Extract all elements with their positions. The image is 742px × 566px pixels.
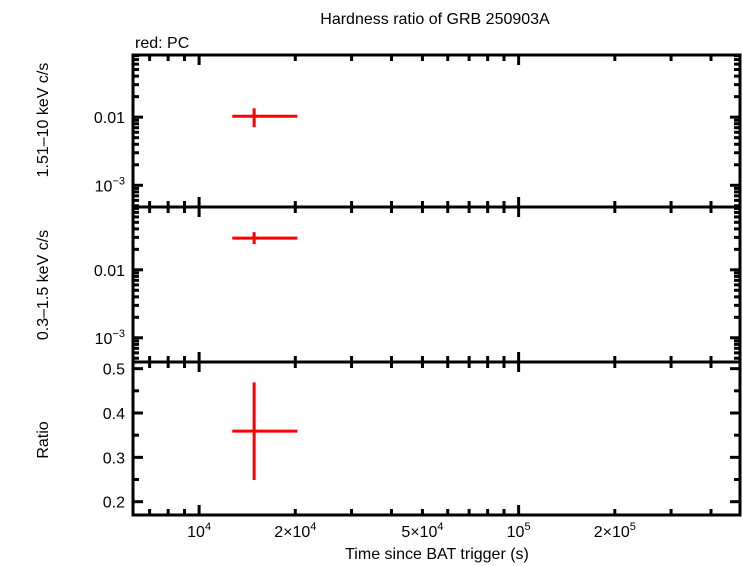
- chart-title: Hardness ratio of GRB 250903A: [320, 11, 550, 28]
- y-tick-label: 10−3: [95, 328, 125, 348]
- y-tick-label: 0.2: [103, 495, 125, 512]
- y-tick-label: 0.5: [103, 362, 125, 379]
- panel-frame-2: [131, 205, 742, 364]
- x-tick-label: 2×105: [594, 521, 636, 541]
- panel-frame-1: [131, 53, 742, 209]
- x-tick-label: 2×104: [274, 521, 316, 541]
- y-tick-label: 0.01: [94, 263, 125, 280]
- panel-frame-3: [131, 360, 742, 517]
- y-tick-label: 0.01: [94, 110, 125, 127]
- x-tick-label: 105: [507, 521, 531, 541]
- y-tick-label: 0.3: [103, 450, 125, 467]
- x-tick-label: 104: [187, 521, 211, 541]
- y-axis-label-2: 0.3–1.5 keV c/s: [35, 230, 52, 340]
- legend-note: red: PC: [135, 35, 189, 52]
- x-axis-label: Time since BAT trigger (s): [345, 546, 529, 563]
- y-tick-label: 10−3: [95, 175, 125, 195]
- y-axis-label-3: Ratio: [35, 421, 52, 458]
- y-tick-label: 0.4: [103, 406, 125, 423]
- y-axis-label-1: 1.51–10 keV c/s: [35, 63, 52, 178]
- x-tick-label: 5×104: [401, 521, 443, 541]
